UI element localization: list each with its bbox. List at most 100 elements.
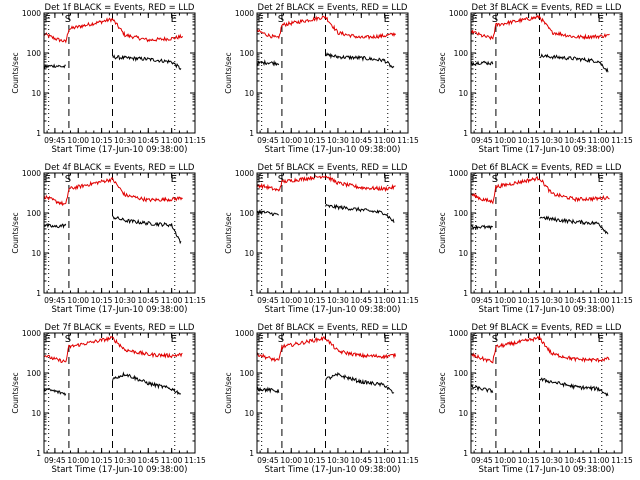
marker-label: E bbox=[384, 174, 390, 185]
x-tick-label: 09:45 bbox=[471, 296, 493, 305]
x-tick-label: 10:30 bbox=[114, 296, 136, 305]
x-axis-label: Start Time (17-Jun-10 09:38:00) bbox=[265, 305, 401, 315]
plot-frame bbox=[256, 12, 409, 134]
marker-label: S bbox=[492, 334, 498, 345]
x-tick-label: 10:45 bbox=[350, 296, 372, 305]
x-tick-label: 09:45 bbox=[44, 136, 66, 145]
panel-title: Det 5f BLACK = Events, RED = LLD bbox=[258, 163, 408, 173]
panel-title: Det 8f BLACK = Events, RED = LLD bbox=[258, 323, 408, 333]
y-tick-label: 10 bbox=[31, 89, 41, 98]
x-tick-label: 09:45 bbox=[257, 296, 279, 305]
x-axis-label: Start Time (17-Jun-10 09:38:00) bbox=[479, 305, 615, 315]
x-tick-label: 11:00 bbox=[588, 136, 610, 145]
x-tick-label: 11:15 bbox=[397, 136, 419, 145]
x-tick-label: 10:45 bbox=[137, 296, 159, 305]
plot-frame bbox=[43, 172, 196, 294]
plot-frame bbox=[470, 172, 623, 294]
y-tick-label: 10 bbox=[244, 249, 254, 258]
y-tick-label: 100 bbox=[240, 369, 255, 378]
y-tick-label: 10 bbox=[458, 409, 468, 418]
y-tick-label: 1000 bbox=[235, 329, 254, 338]
marker-label: E bbox=[258, 14, 264, 25]
marker-label: S bbox=[65, 174, 71, 185]
x-tick-label: 11:15 bbox=[611, 456, 633, 465]
y-tick-label: 1 bbox=[249, 129, 254, 138]
y-tick-label: 10 bbox=[458, 89, 468, 98]
x-tick-label: 11:15 bbox=[397, 296, 419, 305]
marker-label: E bbox=[384, 14, 390, 25]
x-tick-label: 11:00 bbox=[374, 296, 396, 305]
x-tick-label: 10:00 bbox=[280, 296, 302, 305]
x-tick-label: 10:30 bbox=[541, 296, 563, 305]
y-tick-label: 1000 bbox=[449, 169, 468, 178]
events-series-line bbox=[539, 377, 609, 397]
y-tick-label: 1 bbox=[36, 449, 41, 458]
x-axis-label: Start Time (17-Jun-10 09:38:00) bbox=[52, 465, 188, 475]
x-tick-label: 09:45 bbox=[471, 136, 493, 145]
y-tick-label: 100 bbox=[27, 49, 42, 58]
x-tick-label: 10:45 bbox=[564, 296, 586, 305]
x-axis-label: Start Time (17-Jun-10 09:38:00) bbox=[265, 145, 401, 155]
x-tick-label: 10:15 bbox=[518, 136, 540, 145]
y-tick-label: 10 bbox=[244, 89, 254, 98]
y-axis-label: Counts/sec bbox=[438, 372, 447, 413]
x-axis-label: Start Time (17-Jun-10 09:38:00) bbox=[265, 465, 401, 475]
x-tick-label: 10:30 bbox=[327, 136, 349, 145]
events-series-line bbox=[43, 63, 66, 70]
x-tick-label: 10:15 bbox=[91, 136, 113, 145]
plot-frame bbox=[470, 12, 623, 134]
marker-label: E bbox=[45, 334, 51, 345]
y-tick-label: 1 bbox=[463, 289, 468, 298]
x-tick-label: 10:00 bbox=[494, 136, 516, 145]
plot-frame bbox=[470, 332, 623, 454]
marker-label: S bbox=[278, 14, 284, 25]
events-series-line bbox=[256, 209, 279, 217]
y-tick-label: 1 bbox=[249, 289, 254, 298]
y-tick-label: 1000 bbox=[235, 9, 254, 18]
x-tick-label: 11:15 bbox=[184, 296, 206, 305]
x-tick-label: 10:15 bbox=[304, 456, 326, 465]
marker-label: E bbox=[171, 334, 177, 345]
y-axis-label: Counts/sec bbox=[438, 52, 447, 93]
events-series-line bbox=[470, 384, 494, 394]
x-tick-label: 10:30 bbox=[114, 136, 136, 145]
x-tick-label: 10:30 bbox=[541, 136, 563, 145]
y-tick-label: 1000 bbox=[22, 169, 41, 178]
x-tick-label: 10:30 bbox=[327, 456, 349, 465]
events-series-line bbox=[325, 203, 395, 223]
y-axis-label: Counts/sec bbox=[224, 212, 233, 253]
y-tick-label: 10 bbox=[31, 409, 41, 418]
x-tick-label: 11:00 bbox=[374, 456, 396, 465]
y-axis-label: Counts/sec bbox=[11, 212, 20, 253]
events-series-line bbox=[112, 371, 181, 396]
x-tick-label: 09:45 bbox=[257, 456, 279, 465]
events-series-line bbox=[43, 387, 67, 397]
y-tick-label: 100 bbox=[27, 369, 42, 378]
x-tick-label: 11:15 bbox=[184, 136, 206, 145]
y-tick-label: 100 bbox=[240, 209, 255, 218]
x-axis-label: Start Time (17-Jun-10 09:38:00) bbox=[479, 465, 615, 475]
y-axis-label: Counts/sec bbox=[224, 52, 233, 93]
x-tick-label: 10:00 bbox=[67, 296, 89, 305]
x-tick-label: 09:45 bbox=[44, 296, 66, 305]
x-tick-label: 11:00 bbox=[161, 456, 183, 465]
marker-label: E bbox=[258, 174, 264, 185]
x-tick-label: 11:00 bbox=[588, 456, 610, 465]
x-tick-label: 10:00 bbox=[67, 456, 89, 465]
x-tick-label: 11:00 bbox=[161, 296, 183, 305]
events-series-line bbox=[256, 59, 280, 67]
y-tick-label: 1000 bbox=[22, 329, 41, 338]
panel-title: Det 4f BLACK = Events, RED = LLD bbox=[45, 163, 195, 173]
y-tick-label: 10 bbox=[31, 249, 41, 258]
x-axis-label: Start Time (17-Jun-10 09:38:00) bbox=[52, 305, 188, 315]
events-series-line bbox=[539, 215, 609, 235]
x-tick-label: 10:15 bbox=[91, 296, 113, 305]
panel-title: Det 7f BLACK = Events, RED = LLD bbox=[45, 323, 195, 333]
y-tick-label: 100 bbox=[454, 49, 469, 58]
lld-series-line bbox=[256, 336, 396, 363]
